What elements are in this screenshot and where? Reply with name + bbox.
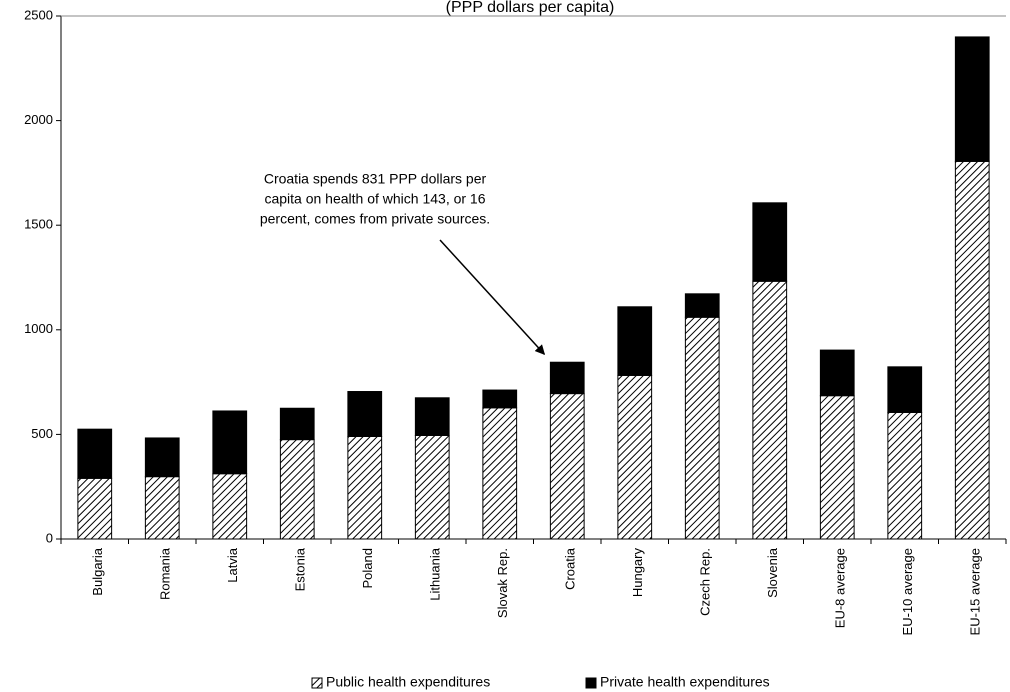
category-label: Slovenia — [765, 547, 780, 598]
category-label: Estonia — [293, 547, 308, 591]
legend: Public health expenditures Private health… — [311, 674, 770, 690]
category-label: Croatia — [563, 547, 578, 590]
bar-public — [279, 439, 315, 540]
category-label: Poland — [360, 548, 375, 588]
category-label: EU-15 average — [968, 548, 983, 635]
category-label: Czech Rep. — [698, 548, 713, 616]
bar-private — [549, 361, 585, 395]
category-label: Bulgaria — [90, 547, 105, 595]
y-tick-label: 2500 — [24, 7, 53, 22]
category-label: Latvia — [225, 547, 240, 582]
bar-public — [819, 395, 855, 540]
chart-subtitle: (PPP dollars per capita) — [446, 0, 615, 16]
y-tick-label: 500 — [31, 426, 53, 441]
category-label: Romania — [158, 547, 173, 600]
bar-private — [482, 389, 518, 409]
annotation-arrow — [439, 239, 546, 355]
x-axis: Bulgaria Romania Latvia Estonia Poland Lithua… — [60, 538, 1007, 635]
y-tick-label: 1000 — [24, 321, 53, 336]
bar-public — [77, 477, 113, 540]
bar-private — [212, 410, 248, 475]
y-tick-label: 1500 — [24, 217, 53, 232]
legend-label-public: Public health expenditures — [326, 674, 490, 690]
bar-public — [212, 473, 248, 540]
bars-group — [77, 36, 990, 540]
bar-private — [752, 202, 788, 282]
bar-public — [684, 316, 720, 540]
bar-private — [617, 306, 653, 376]
category-label: Lithuania — [428, 547, 443, 601]
category-label: EU-8 average — [833, 548, 848, 628]
bar-public — [887, 411, 923, 540]
category-label: Hungary — [630, 548, 645, 598]
annotation-text-line: capita on health of which 143, or 16 — [264, 191, 485, 207]
category-label: Slovak Rep. — [495, 548, 510, 618]
bar-public — [752, 280, 788, 540]
annotation-group: Croatia spends 831 PPP dollars per capita… — [260, 171, 546, 355]
annotation-text-line: Croatia spends 831 PPP dollars per — [264, 171, 487, 187]
bar-public — [482, 407, 518, 540]
bar-private — [887, 366, 923, 413]
legend-swatch-private — [585, 677, 597, 689]
y-tick-label: 0 — [46, 530, 53, 545]
y-axis: 0 500 1000 1500 2000 2500 — [24, 7, 1006, 545]
legend-swatch-public — [311, 677, 323, 689]
bar-private — [414, 397, 450, 436]
bar-public — [347, 435, 383, 540]
bar-public — [414, 434, 450, 540]
bar-private — [77, 428, 113, 479]
bar-private — [684, 293, 720, 318]
category-label: EU-10 average — [900, 548, 915, 635]
bar-private — [279, 407, 315, 441]
bar-private — [347, 391, 383, 437]
bar-public — [549, 393, 585, 540]
bar-private — [819, 349, 855, 397]
y-tick-label: 2000 — [24, 112, 53, 127]
bar-public — [954, 160, 990, 540]
annotation-text-line: percent, comes from private sources. — [260, 211, 490, 227]
bar-public — [617, 374, 653, 540]
bar-public — [144, 476, 180, 540]
bar-private — [144, 437, 180, 478]
legend-label-private: Private health expenditures — [600, 674, 770, 690]
bar-private — [954, 36, 990, 162]
